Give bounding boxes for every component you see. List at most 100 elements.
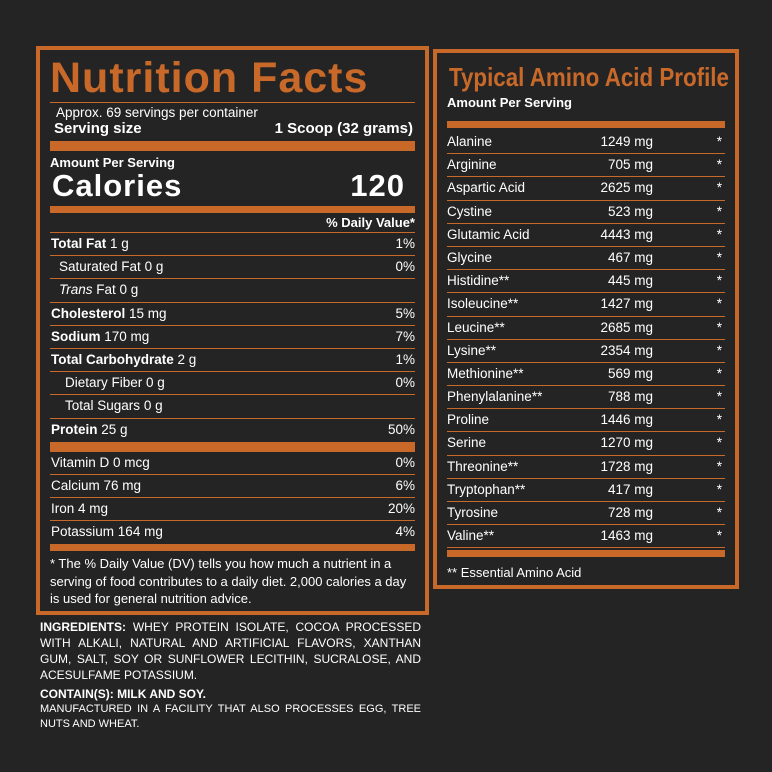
amino-acid-amount: 705 mg: [607, 157, 653, 173]
nutrient-amount: 170 mg: [104, 328, 150, 344]
amino-acid-mark: *: [716, 435, 722, 451]
ingredients-section: INGREDIENTS: WHEY PROTEIN ISOLATE, COCOA…: [40, 619, 421, 732]
nutrient-label: Trans Fat 0 g: [51, 279, 138, 301]
nutrient-daily-value: 7%: [395, 328, 415, 344]
amino-acid-row: Methionine** 569 mg *: [447, 363, 725, 387]
calories-row: Calories 120: [50, 170, 415, 206]
nutrient-row: Saturated Fat 0 g 0%: [50, 256, 415, 280]
vitamin-amount: 76 mg: [103, 477, 142, 493]
vitamin-name: Vitamin D: [51, 454, 110, 470]
nutrient-label: Saturated Fat 0 g: [51, 256, 163, 278]
nutrient-row: Sodium 170 mg 7%: [50, 326, 415, 349]
amino-acid-row: Glycine 467 mg *: [447, 247, 725, 271]
essential-amino-footnote: ** Essential Amino Acid: [447, 565, 582, 581]
amino-acid-name: Valine**: [447, 528, 495, 544]
nutrient-amount: 0 g: [119, 282, 139, 298]
amino-acid-name: Proline: [447, 412, 490, 428]
vitamin-list: Vitamin D 0 mcg 0% Calcium 76 mg 6% Iron 4 m…: [50, 452, 415, 545]
nutrient-label: Total Sugars 0 g: [51, 395, 163, 417]
nutrient-amount: 15 mg: [129, 305, 167, 321]
amino-acid-name: Cystine: [447, 203, 493, 219]
amino-acid-mark: *: [716, 180, 722, 196]
serving-size-label: Serving size: [54, 120, 142, 137]
amino-acid-amount: 728 mg: [607, 505, 653, 520]
amino-acid-mark: *: [716, 203, 722, 219]
nutrient-row: Total Carbohydrate 2 g 1%: [50, 349, 415, 373]
nutrient-amount: 25 g: [101, 421, 128, 437]
nutrient-label: Cholesterol 15 mg: [51, 303, 167, 325]
vitamin-name: Calcium: [51, 477, 100, 493]
nutrient-row: Dietary Fiber 0 g 0%: [50, 372, 415, 396]
amino-acid-amount: 569 mg: [607, 365, 653, 381]
vitamin-daily-value: 20%: [387, 501, 415, 517]
amino-acid-row: Valine** 1463 mg *: [447, 525, 725, 549]
nutrient-daily-value: 50%: [387, 421, 415, 437]
divider-medium: [447, 121, 725, 128]
nutrient-row: Protein 25 g 50%: [50, 419, 415, 442]
amino-acid-row: Threonine** 1728 mg *: [447, 456, 725, 479]
vitamin-amount: 164 mg: [117, 524, 163, 540]
nutrient-row: Total Fat 1 g 1%: [50, 233, 415, 257]
amino-acid-name: Tyrosine: [447, 505, 499, 520]
vitamin-name: Iron: [51, 501, 75, 517]
amino-acid-row: Proline 1446 mg *: [447, 409, 725, 433]
amino-acid-amount: 2354 mg: [600, 342, 653, 358]
calories-label: Calories: [52, 168, 183, 203]
vitamin-name: Potassium: [51, 524, 115, 540]
vitamin-label: Potassium 164 mg: [51, 521, 163, 544]
nutrient-row: Trans Fat 0 g: [50, 279, 415, 303]
nutrient-name: Cholesterol: [51, 305, 126, 321]
amino-acid-name: Serine: [447, 435, 487, 451]
vitamin-label: Vitamin D 0 mcg: [51, 452, 150, 474]
amino-acid-amount: 1446 mg: [600, 412, 653, 428]
nutrient-label: Dietary Fiber 0 g: [51, 372, 165, 394]
amino-acid-row: Lysine** 2354 mg *: [447, 340, 725, 363]
nutrient-name: Trans: [59, 282, 93, 298]
amino-acid-name: Phenylalanine**: [447, 389, 543, 405]
amino-acid-row: Arginine 705 mg *: [447, 154, 725, 178]
amino-acid-row: Cystine 523 mg *: [447, 201, 725, 224]
amino-acid-name: Methionine**: [447, 365, 524, 381]
amino-acid-name: Glutamic Acid: [447, 226, 530, 242]
amino-acid-amount: 523 mg: [607, 203, 653, 219]
amount-per-serving: Amount Per Serving: [50, 155, 175, 170]
nutrient-amount: 0 g: [146, 375, 165, 391]
amino-acid-amount: 788 mg: [607, 389, 653, 405]
amino-acid-mark: *: [716, 319, 722, 335]
nutrient-daily-value: 5%: [395, 305, 415, 321]
amino-acid-name: Leucine**: [447, 319, 505, 335]
vitamin-row: Calcium 76 mg 6%: [50, 475, 415, 499]
amino-acid-panel: Typical Amino Acid Profile Amount Per Se…: [433, 49, 739, 589]
nutrient-label: Sodium 170 mg: [51, 326, 149, 348]
amino-acid-row: Histidine** 445 mg *: [447, 270, 725, 294]
serving-size-row: Serving size 1 Scoop (32 grams): [50, 120, 415, 141]
amino-acid-mark: *: [716, 296, 722, 312]
nutrient-name: Sodium: [51, 328, 101, 344]
vitamin-daily-value: 6%: [395, 477, 415, 493]
amino-acid-mark: *: [716, 412, 722, 428]
nutrient-amount: 1 g: [110, 236, 129, 251]
amino-acid-amount: 1427 mg: [600, 296, 653, 312]
nutrient-label: Total Carbohydrate 2 g: [51, 349, 196, 371]
vitamin-amount: 0 mcg: [113, 454, 150, 470]
divider-medium: [50, 544, 415, 552]
nutrient-row: Total Sugars 0 g: [50, 395, 415, 419]
allergen-statement: CONTAIN(S): MILK AND SOY.: [40, 687, 206, 701]
divider-thick: [50, 441, 415, 452]
amino-acid-mark: *: [716, 528, 722, 544]
nutrient-name: Total Sugars: [65, 398, 141, 414]
nutrition-facts-title: Nutrition Facts: [50, 54, 415, 103]
daily-value-header: % Daily Value*: [50, 213, 415, 233]
amino-acid-amount: 1270 mg: [600, 435, 653, 451]
nutrient-list: Total Fat 1 g 1% Saturated Fat 0 g 0% Trans …: [50, 233, 415, 442]
amino-acid-list: Alanine 1249 mg * Arginine 705 mg * Aspartic A…: [447, 131, 725, 549]
nutrient-label: Total Fat 1 g: [51, 233, 129, 255]
divider-medium: [447, 550, 725, 558]
divider-thick: [50, 141, 415, 151]
amino-acid-mark: *: [716, 481, 722, 497]
serving-size-value: 1 Scoop (32 grams): [274, 120, 413, 137]
servings-per-container: Approx. 69 servings per container: [56, 105, 258, 120]
amino-acid-mark: *: [716, 505, 722, 520]
vitamin-row: Iron 4 mg 20%: [50, 498, 415, 522]
amino-acid-mark: *: [716, 157, 722, 173]
